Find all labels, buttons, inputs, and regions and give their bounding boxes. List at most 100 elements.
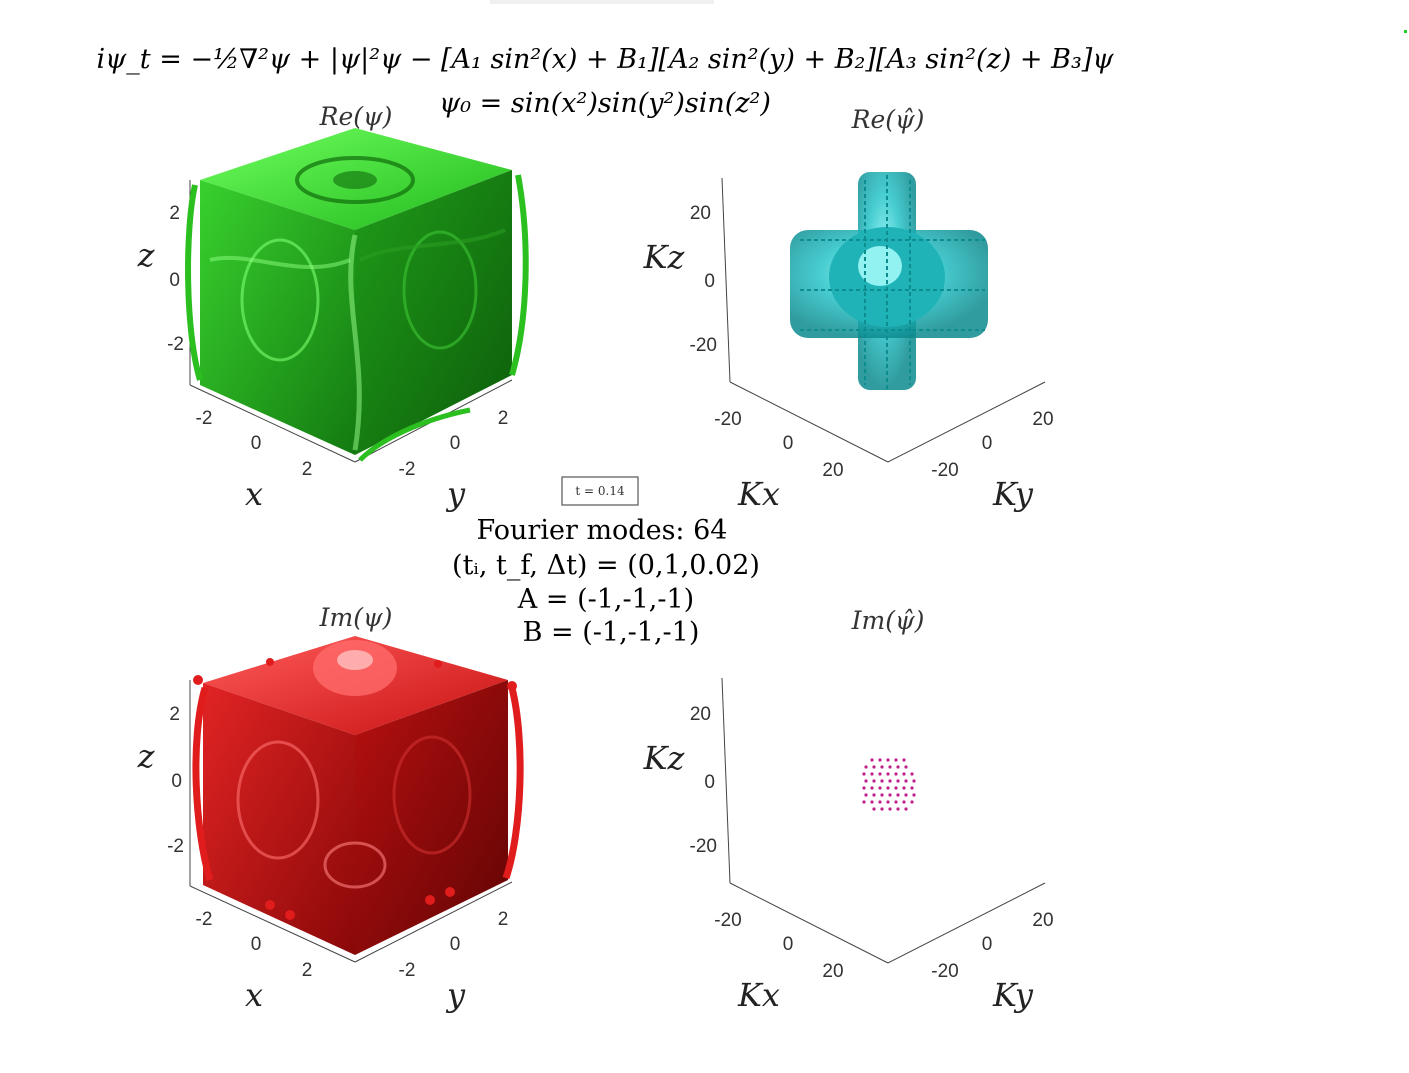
z-axis-line [721,677,731,884]
isosurface-point [896,779,900,783]
isosurface-point [894,786,898,790]
x-tick: -2 [196,408,213,429]
initial-condition: ψ₀ = sin(x²)sin(y²)sin(z²) [439,88,771,119]
isosurface-point [894,772,898,776]
z-axis-label: z [137,236,156,274]
surface-droplet [266,658,274,666]
z-tick: 0 [704,271,715,292]
surface-droplet [193,675,203,685]
ky-axis-label: Ky [992,976,1034,1014]
isosurface-point [912,793,916,797]
isosurface-point [864,793,868,797]
surface-droplet [425,895,435,905]
isosurface-point [872,793,876,797]
isosurface-point [870,758,874,762]
kz-axis-label: Kz [643,739,686,777]
x-axis-line [729,882,889,964]
surface-droplet [434,660,442,668]
panel-re-psi-hat: Re(ψ̂) 20 0 -20 -20 0 20 20 0 -20 Kz Kx … [643,105,1054,513]
top-edge-tab [490,0,714,4]
isosurface-point [910,772,914,776]
isosurface-point [872,779,876,783]
x-axis-label: x [245,475,263,513]
z-tick: -2 [167,836,184,857]
surface-edge-lobe [509,174,529,376]
surface-edge-lobe [358,407,471,462]
isosurface-point [886,800,890,804]
surface-droplet [265,900,275,910]
isosurface-point [910,800,914,804]
time-box [561,476,639,506]
surface-highlight [337,650,373,670]
isosurface-point [870,786,874,790]
z-axis-label: z [137,737,156,775]
z-tick: 2 [169,203,180,224]
y-axis-line [887,882,1046,964]
surface-droplet [285,910,295,920]
isosurface-point [878,786,882,790]
isosurface-point [864,765,868,769]
z-tick: -2 [167,334,184,355]
isosurface-point [870,800,874,804]
isosurface-point [902,772,906,776]
isosurface-point [904,793,908,797]
y-tick: 20 [1032,910,1053,931]
isosurface-point [894,800,898,804]
isosurface-point [896,793,900,797]
isosurface-point [870,772,874,776]
surface-ridge [359,228,506,262]
isosurface-point [894,758,898,762]
x-axis-label: x [245,976,263,1014]
isosurface-point [880,779,884,783]
time-params: (tᵢ, t_f, Δt) = (0,1,0.02) [452,550,760,581]
a-params: A = (-1,-1,-1) [517,584,694,615]
pde-equation: iψ_t = −½∇²ψ + |ψ|²ψ − [A₁ sin²(x) + B₁]… [97,44,1115,75]
cube-right-face [355,680,508,955]
x-tick: -2 [196,909,213,930]
x-axis-line [189,384,356,463]
z-tick: 0 [171,771,182,792]
isosurface-point [864,779,868,783]
surface-droplet [445,887,455,897]
surface-ridge [209,255,351,269]
ky-axis-label: Ky [992,475,1034,513]
y-tick: 0 [982,433,993,454]
isosurface-point [862,800,866,804]
x-tick: -20 [714,910,741,931]
panel-im-psi-hat: Im(ψ̂) 20 0 -20 -20 0 20 20 0 -20 Kz Kx … [643,606,1054,1014]
y-tick: 20 [1032,409,1053,430]
panel-re-psi: Re(ψ) 2 0 -2 -2 0 2 2 0 -2 z x y [137,102,529,513]
x-tick: 2 [302,459,313,480]
x-tick: 20 [822,961,843,982]
y-axis-label: y [445,475,466,513]
z-tick: 20 [690,704,711,725]
y-tick: 0 [982,934,993,955]
fourier-isosurface [862,758,916,811]
x-tick: 2 [302,960,313,981]
x-tick: 0 [251,433,262,454]
surface-ring [402,230,478,350]
panel-title: Im(ψ) [319,603,393,632]
fourier-modes: Fourier modes: 64 [477,515,728,546]
surface-ring [333,171,377,189]
z-tick: 2 [169,704,180,725]
y-tick: -2 [399,459,416,480]
cube-left-face [203,683,355,955]
isosurface-point [910,786,914,790]
surface-ring [295,156,415,204]
surface-edge-lobe [185,184,203,381]
isosurface-point [888,807,892,811]
isosurface-point [862,772,866,776]
surface-ring [240,238,320,362]
b-params: B = (-1,-1,-1) [523,617,700,648]
isosurface-point [902,786,906,790]
y-tick: 2 [498,408,509,429]
panel-title: Im(ψ̂) [851,606,925,635]
isosurface-point [880,793,884,797]
isosurface-point [872,807,876,811]
time-value: t = 0.14 [575,484,625,498]
surface-ring [236,740,320,860]
z-tick: -20 [690,335,717,356]
kz-axis-label: Kz [643,238,686,276]
